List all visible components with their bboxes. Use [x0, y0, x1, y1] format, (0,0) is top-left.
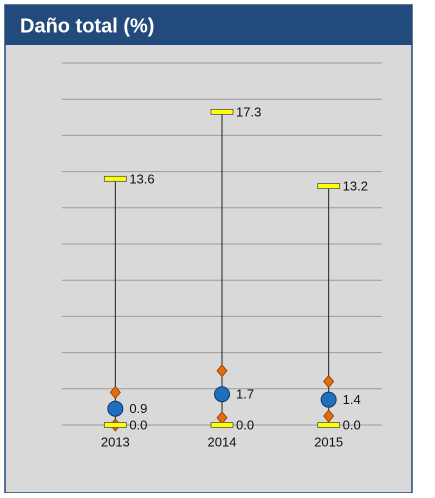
diamond-marker [216, 364, 228, 378]
data-label: 1.4 [343, 392, 361, 407]
range-bar [210, 422, 234, 428]
x-tick-label: 2014 [208, 434, 237, 449]
range-bar [210, 108, 234, 115]
panel [4, 4, 413, 494]
data-label: 13.6 [129, 171, 154, 186]
mean-marker [214, 386, 230, 403]
data-label: 0.0 [343, 417, 361, 432]
range-bar [317, 183, 341, 189]
range-bar [103, 422, 127, 428]
range-bar [317, 422, 341, 428]
data-label: 17.3 [236, 104, 261, 119]
mean-marker [320, 391, 337, 408]
x-tick-label: 2013 [101, 434, 130, 449]
chart-title: Daño total (%) [20, 15, 154, 37]
data-label: 0.0 [129, 417, 147, 432]
diamond-marker [323, 374, 335, 389]
data-label: 0.0 [236, 417, 254, 432]
data-label: 13.2 [343, 179, 368, 194]
diamond-marker [323, 409, 335, 423]
diamond-marker [109, 385, 121, 400]
data-label: 1.7 [236, 387, 254, 402]
mean-marker [107, 400, 124, 417]
data-label: 0.9 [129, 401, 147, 416]
header [5, 5, 412, 45]
range-bar [103, 175, 127, 182]
x-tick-label: 2015 [314, 434, 343, 449]
